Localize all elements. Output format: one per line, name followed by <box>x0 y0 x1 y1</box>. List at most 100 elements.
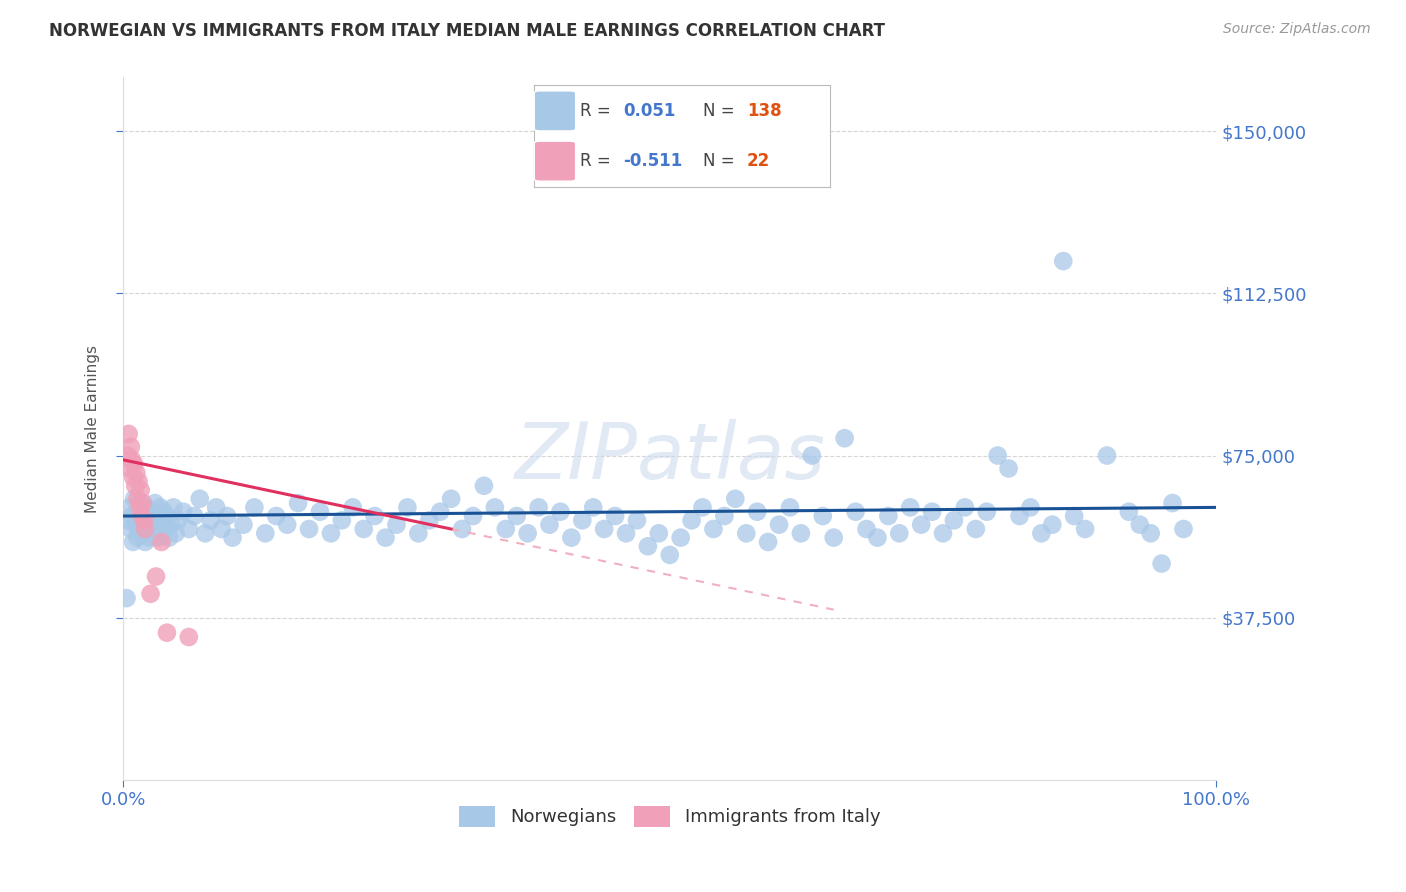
Point <box>143 496 166 510</box>
Text: R =: R = <box>581 153 610 170</box>
Point <box>582 500 605 515</box>
Point <box>254 526 277 541</box>
Point <box>177 630 200 644</box>
Point <box>135 500 157 515</box>
Point <box>215 509 238 524</box>
Point <box>188 491 211 506</box>
FancyBboxPatch shape <box>534 91 575 131</box>
Point <box>855 522 877 536</box>
Point <box>165 526 187 541</box>
Point <box>127 491 149 506</box>
Point <box>747 505 769 519</box>
Point <box>298 522 321 536</box>
Point <box>1063 509 1085 524</box>
Point <box>319 526 342 541</box>
Point <box>342 500 364 515</box>
Point <box>124 517 146 532</box>
Point <box>484 500 506 515</box>
Point <box>965 522 987 536</box>
Point <box>724 491 747 506</box>
Point <box>309 505 332 519</box>
Point <box>287 496 309 510</box>
Point <box>550 505 572 519</box>
Point <box>125 505 148 519</box>
Legend: Norwegians, Immigrants from Italy: Norwegians, Immigrants from Italy <box>451 798 887 834</box>
Point <box>131 509 153 524</box>
Text: Source: ZipAtlas.com: Source: ZipAtlas.com <box>1223 22 1371 37</box>
Point <box>1161 496 1184 510</box>
Point <box>167 513 190 527</box>
Point <box>1173 522 1195 536</box>
Point <box>614 526 637 541</box>
Point <box>756 535 779 549</box>
Point <box>1139 526 1161 541</box>
Point <box>276 517 298 532</box>
Point <box>117 449 139 463</box>
Text: NORWEGIAN VS IMMIGRANTS FROM ITALY MEDIAN MALE EARNINGS CORRELATION CHART: NORWEGIAN VS IMMIGRANTS FROM ITALY MEDIA… <box>49 22 886 40</box>
Point <box>527 500 550 515</box>
Point <box>149 500 172 515</box>
Point <box>120 522 142 536</box>
Point <box>205 500 228 515</box>
Text: N =: N = <box>703 153 734 170</box>
Point <box>145 522 167 536</box>
Point <box>997 461 1019 475</box>
Point <box>800 449 823 463</box>
Point <box>681 513 703 527</box>
Point <box>156 625 179 640</box>
Point <box>122 457 145 471</box>
Point <box>200 513 222 527</box>
Point <box>120 440 142 454</box>
Point <box>117 513 139 527</box>
Point <box>1019 500 1042 515</box>
Point <box>115 591 138 606</box>
Point <box>408 526 430 541</box>
Point <box>153 522 176 536</box>
Text: ZIPatlas: ZIPatlas <box>515 418 825 494</box>
Point <box>132 513 155 527</box>
Point <box>702 522 724 536</box>
Point <box>145 569 167 583</box>
Point <box>823 531 845 545</box>
Point <box>560 531 582 545</box>
Point <box>495 522 517 536</box>
Text: 22: 22 <box>747 153 770 170</box>
Text: -0.511: -0.511 <box>623 153 682 170</box>
Point <box>1074 522 1097 536</box>
Point <box>118 461 141 475</box>
Point <box>138 531 160 545</box>
Point <box>866 531 889 545</box>
Point <box>538 517 561 532</box>
Point <box>152 513 174 527</box>
Point <box>648 526 671 541</box>
Point <box>148 517 170 532</box>
Point <box>132 496 155 510</box>
Point <box>1031 526 1053 541</box>
Point <box>1052 254 1074 268</box>
Point <box>160 517 183 532</box>
Point <box>1150 557 1173 571</box>
Point <box>472 479 495 493</box>
Point <box>118 426 141 441</box>
Point <box>506 509 529 524</box>
Point <box>877 509 900 524</box>
Point <box>889 526 911 541</box>
Point <box>626 513 648 527</box>
Point <box>211 522 233 536</box>
Point <box>138 509 160 524</box>
Point <box>122 470 145 484</box>
Point <box>136 522 159 536</box>
Text: 138: 138 <box>747 102 782 120</box>
Point <box>243 500 266 515</box>
Point <box>121 453 143 467</box>
Point <box>131 526 153 541</box>
Point <box>141 505 163 519</box>
Point <box>374 531 396 545</box>
Point <box>692 500 714 515</box>
Point <box>571 513 593 527</box>
Point <box>128 522 150 536</box>
Point <box>148 531 170 545</box>
Point <box>898 500 921 515</box>
Point <box>658 548 681 562</box>
Point <box>124 479 146 493</box>
